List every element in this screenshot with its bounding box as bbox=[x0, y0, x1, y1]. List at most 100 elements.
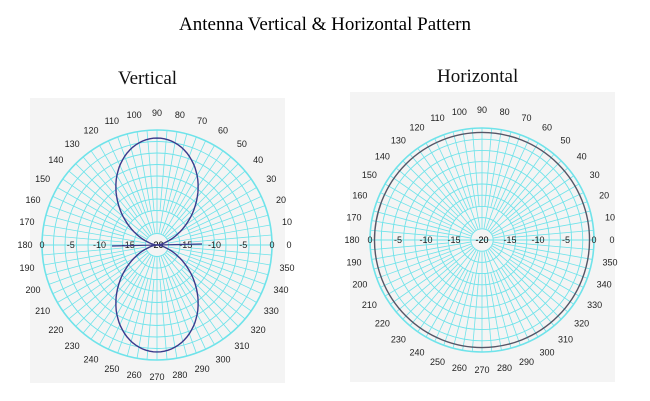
angle-tick-label: 40 bbox=[577, 151, 587, 161]
radial-tick-label: -5 bbox=[239, 240, 247, 250]
angle-tick-label: 350 bbox=[603, 258, 618, 268]
angle-tick-label: 190 bbox=[19, 263, 34, 273]
grid-spoke bbox=[45, 214, 124, 237]
grid-spoke bbox=[176, 150, 224, 217]
angle-tick-label: 220 bbox=[48, 325, 63, 335]
angle-tick-label: 230 bbox=[391, 335, 406, 345]
angle-tick-label: 190 bbox=[346, 258, 361, 268]
angle-tick-label: 0 bbox=[609, 235, 614, 245]
grid-spoke bbox=[188, 259, 262, 294]
angle-tick-label: 200 bbox=[352, 279, 367, 289]
grid-spoke bbox=[45, 253, 124, 276]
radial-tick-label: 0 bbox=[367, 235, 372, 245]
grid-spoke bbox=[490, 131, 512, 208]
angle-tick-label: 340 bbox=[597, 279, 612, 289]
radial-tick-label: 0 bbox=[39, 240, 44, 250]
angle-tick-label: 90 bbox=[477, 105, 487, 115]
horizontal-chart-title: Horizontal bbox=[437, 66, 519, 87]
angle-tick-label: 20 bbox=[276, 195, 286, 205]
grid-spoke bbox=[495, 138, 530, 210]
grid-spoke bbox=[488, 248, 555, 327]
angle-tick-label: 60 bbox=[218, 126, 228, 136]
angle-tick-label: 160 bbox=[352, 191, 367, 201]
grid-spoke bbox=[158, 256, 178, 359]
grid-spoke bbox=[146, 130, 155, 211]
grid-spoke bbox=[452, 131, 474, 208]
grid-spoke bbox=[165, 170, 246, 238]
grid-spoke bbox=[48, 248, 147, 285]
angle-tick-label: 330 bbox=[587, 300, 602, 310]
grid-spoke bbox=[487, 249, 539, 338]
angle-tick-label: 120 bbox=[409, 122, 424, 132]
angle-tick-label: 50 bbox=[237, 139, 247, 149]
angle-tick-label: 170 bbox=[19, 217, 34, 227]
angle-tick-label: 290 bbox=[519, 357, 534, 367]
grid-spoke bbox=[376, 201, 472, 237]
angle-tick-label: 300 bbox=[215, 354, 230, 364]
angle-tick-label: 100 bbox=[127, 110, 142, 120]
angle-tick-label: 270 bbox=[149, 372, 164, 382]
angle-tick-label: 140 bbox=[48, 155, 63, 165]
angle-tick-label: 210 bbox=[35, 306, 50, 316]
grid-spoke bbox=[495, 270, 530, 342]
grid-spoke bbox=[181, 163, 239, 221]
grid-spoke bbox=[167, 248, 266, 285]
grid-spoke bbox=[43, 224, 146, 244]
grid-spoke bbox=[171, 140, 206, 214]
grid-spoke bbox=[471, 128, 480, 207]
grid-spoke bbox=[190, 253, 269, 276]
grid-spoke bbox=[425, 249, 477, 338]
angle-tick-label: 90 bbox=[152, 108, 162, 118]
angle-tick-label: 130 bbox=[391, 135, 406, 145]
angle-tick-label: 340 bbox=[274, 285, 289, 295]
radial-tick-label: -20 bbox=[475, 235, 488, 245]
grid-spoke bbox=[99, 254, 152, 345]
angle-tick-label: 270 bbox=[474, 365, 489, 375]
grid-spoke bbox=[158, 131, 178, 234]
radial-tick-label: -20 bbox=[475, 235, 488, 245]
grid-spoke bbox=[136, 131, 156, 234]
angle-tick-label: 310 bbox=[558, 335, 573, 345]
angle-tick-label: 330 bbox=[264, 306, 279, 316]
grid-spoke bbox=[168, 246, 271, 266]
plot-background bbox=[350, 92, 615, 382]
angle-tick-label: 140 bbox=[375, 151, 390, 161]
grid-spoke bbox=[42, 234, 123, 243]
grid-spoke bbox=[75, 269, 133, 327]
angle-tick-label: 60 bbox=[542, 122, 552, 132]
grid-spoke bbox=[485, 250, 521, 346]
angle-tick-label: 50 bbox=[561, 135, 571, 145]
radial-tick-label: -5 bbox=[67, 240, 75, 250]
angle-tick-label: 70 bbox=[521, 113, 531, 123]
grid-spoke bbox=[68, 252, 149, 320]
grid-spoke bbox=[159, 279, 168, 360]
grid-spoke bbox=[62, 264, 129, 312]
grid-spoke bbox=[126, 278, 149, 357]
grid-spoke bbox=[117, 136, 154, 235]
grid-spoke bbox=[395, 167, 474, 234]
angle-tick-label: 180 bbox=[344, 235, 359, 245]
radial-tick-label: -5 bbox=[394, 235, 402, 245]
angle-tick-label: 300 bbox=[539, 348, 554, 358]
angle-tick-label: 30 bbox=[590, 170, 600, 180]
radial-tick-label: -10 bbox=[208, 240, 221, 250]
grid-spoke bbox=[165, 278, 188, 357]
grid-spoke bbox=[505, 263, 562, 320]
grid-spoke bbox=[462, 129, 481, 230]
grid-spoke bbox=[181, 269, 239, 327]
radial-tick-label: -15 bbox=[447, 235, 460, 245]
grid-spoke bbox=[487, 142, 539, 231]
grid-spoke bbox=[159, 130, 168, 211]
grid-spoke bbox=[162, 145, 215, 236]
angle-tick-label: 20 bbox=[599, 191, 609, 201]
grid-spoke bbox=[373, 248, 450, 270]
angle-tick-label: 110 bbox=[430, 113, 444, 123]
grid-spoke bbox=[370, 229, 449, 238]
angle-tick-label: 170 bbox=[346, 212, 361, 222]
grid-spoke bbox=[409, 248, 476, 327]
grid-spoke bbox=[490, 246, 569, 313]
grid-spoke bbox=[492, 243, 588, 279]
grid-spoke bbox=[188, 196, 262, 231]
